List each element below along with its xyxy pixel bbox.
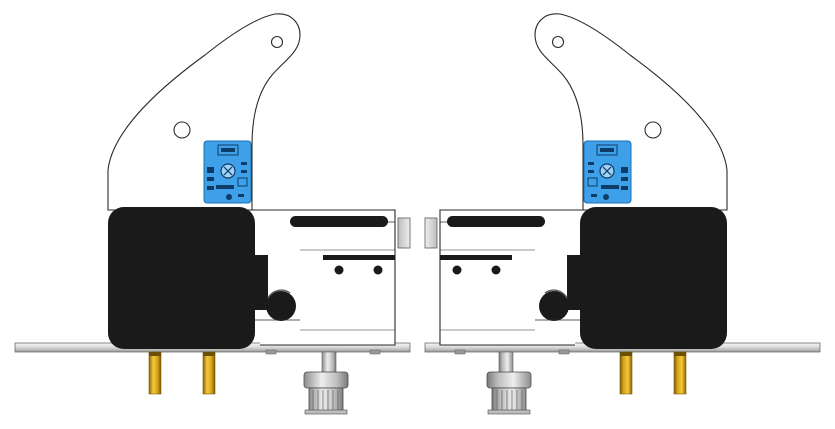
left-extruder-assembly xyxy=(14,13,411,415)
right-extruder-assembly xyxy=(424,13,821,415)
